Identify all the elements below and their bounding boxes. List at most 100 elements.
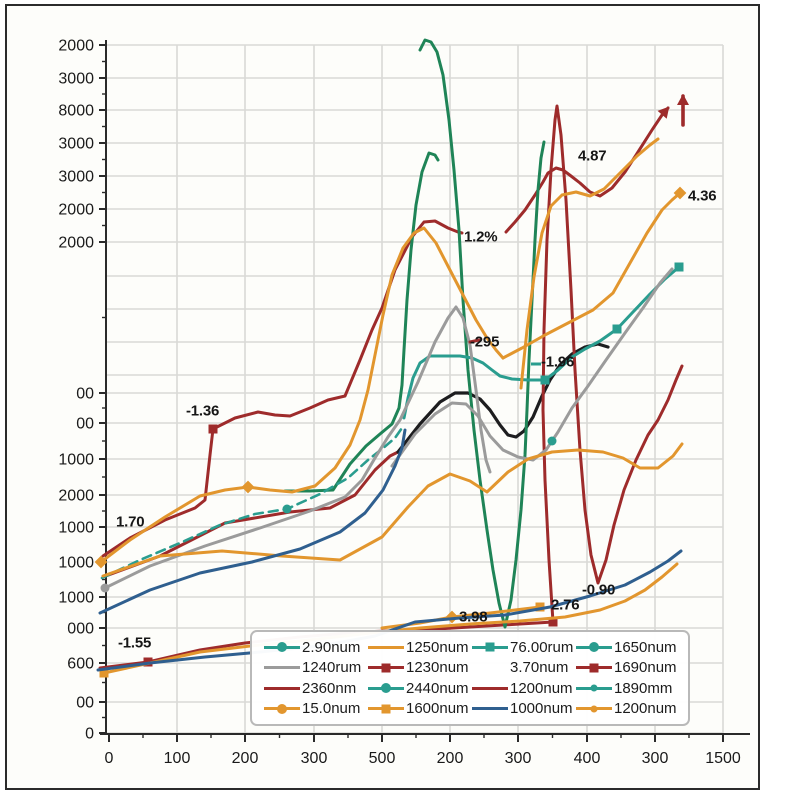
marker-diamond — [241, 480, 255, 494]
y-tick-label: 00 — [76, 695, 94, 712]
y-tick-label: 8000 — [58, 103, 94, 120]
legend-item: 15.0num — [264, 700, 368, 717]
legend-line-icon — [576, 640, 612, 654]
series-green-spike — [418, 38, 546, 629]
legend-label: 1240rum — [302, 659, 362, 677]
legend-line-icon — [368, 681, 404, 695]
legend-marker-dot-icon — [277, 642, 287, 653]
annotation-155: -1.55 — [118, 634, 152, 652]
legend-line-icon — [472, 640, 508, 654]
legend-line-icon — [264, 702, 300, 716]
series-orange-mid — [101, 442, 684, 578]
legend-item: 1650num — [576, 639, 680, 656]
legend-label: 2440num — [406, 679, 469, 697]
series-blue-upper — [98, 428, 407, 615]
legend-label: 1600num — [406, 700, 469, 718]
x-tick-label: 200 — [232, 750, 259, 767]
series-darkred-plateau-arrow — [504, 106, 670, 234]
y-tick-label: 600 — [67, 656, 94, 673]
y-tick-label: 2000 — [58, 38, 94, 55]
x-tick-label: 300 — [505, 750, 532, 767]
annotation-487: 4.87 — [578, 147, 607, 165]
y-tick-label: 1000 — [58, 520, 94, 537]
x-tick-label: 1500 — [705, 750, 741, 767]
legend-item: 1240rum — [264, 659, 368, 676]
series-orange-to-436 — [501, 191, 682, 360]
series-teal-dashed — [100, 426, 404, 580]
legend-label: 1200num — [614, 700, 677, 718]
legend-line-icon — [264, 661, 300, 675]
legend-item: 2440num — [368, 680, 472, 697]
legend-item: 1690num — [576, 659, 680, 676]
y-tick-label: 2000 — [58, 202, 94, 219]
y-tick-label: 1000 — [58, 555, 94, 572]
legend-marker-square-icon — [589, 663, 599, 673]
series-green-peak — [283, 151, 440, 493]
marker-square — [535, 602, 545, 612]
legend-item: 1600num — [368, 700, 472, 717]
legend-item: 1890mm — [576, 680, 680, 697]
legend-label: 3.70num — [510, 659, 569, 677]
annotation-12: 1.2% — [464, 228, 498, 246]
y-tick-label: 2000 — [58, 235, 94, 252]
legend-marker-dot-icon — [381, 683, 391, 694]
marker-square — [548, 617, 558, 627]
series-orange-bottom — [102, 562, 679, 675]
legend-line-icon — [472, 661, 508, 675]
x-tick-label: 100 — [164, 750, 191, 767]
series-darkred-lower — [101, 450, 400, 579]
marker-dot — [282, 504, 292, 514]
y-tick-label: 00 — [76, 416, 94, 433]
x-tick-label: 400 — [574, 750, 601, 767]
legend-label: 1890mm — [614, 679, 673, 697]
marker-dot — [547, 436, 557, 446]
legend-item: 2360nm — [264, 680, 368, 697]
legend-line-icon — [472, 681, 508, 695]
legend-label: 2.90num — [302, 638, 361, 656]
x-tick-label: 300 — [642, 750, 669, 767]
series-orange-post-v — [519, 137, 660, 390]
y-tick-label: 000 — [67, 621, 94, 638]
legend-item: 1200num — [576, 700, 680, 717]
x-tick-label: 200 — [437, 750, 464, 767]
y-tick-label: 0 — [85, 726, 94, 743]
annotation-398: 3.98 — [459, 608, 488, 626]
marker-square — [674, 262, 684, 272]
y-tick-label: 3000 — [58, 169, 94, 186]
annotation-436: 4.36 — [688, 187, 717, 205]
legend-line-icon — [576, 681, 612, 695]
legend-marker-dot-icon — [277, 703, 287, 714]
legend-item: 2.90num — [264, 639, 368, 656]
legend-line-icon — [368, 702, 404, 716]
y-tick-label: 3000 — [58, 71, 94, 88]
x-tick-label: 300 — [301, 750, 328, 767]
legend-line-icon — [368, 640, 404, 654]
legend-line-icon — [576, 661, 612, 675]
legend-label: 1650num — [614, 638, 677, 656]
y-tick-label: 3000 — [58, 136, 94, 153]
y-tick-label: 1000 — [58, 590, 94, 607]
legend-marker-dot-small-icon — [590, 705, 598, 713]
legend-label: 2360nm — [302, 679, 357, 697]
legend-line-icon — [472, 702, 508, 716]
series-blue-lower — [96, 549, 683, 672]
x-tick-label: 0 — [105, 750, 114, 767]
legend-item: 1000num — [472, 700, 576, 717]
legend-item: 1200num — [472, 680, 576, 697]
chart-legend: 2.90num 1250num 76.00rum 1650num 1240rum 1230… — [250, 630, 690, 726]
annotation-136: -1.36 — [186, 402, 220, 420]
legend-line-icon — [576, 702, 612, 716]
legend-label: 1690num — [614, 659, 677, 677]
marker-dot — [100, 583, 110, 593]
legend-marker-dot-icon — [589, 642, 599, 653]
legend-line-icon — [368, 661, 404, 675]
legend-marker-dot-small-icon — [590, 684, 598, 692]
marker-square — [99, 668, 109, 678]
legend-item: 1230num — [368, 659, 472, 676]
annotation-295: -295 — [470, 333, 500, 351]
legend-marker-square-icon — [485, 642, 495, 652]
annotation-170: 1.70 — [116, 513, 145, 531]
series-orange-big-hump — [99, 226, 505, 564]
legend-label: 15.0num — [302, 700, 361, 718]
